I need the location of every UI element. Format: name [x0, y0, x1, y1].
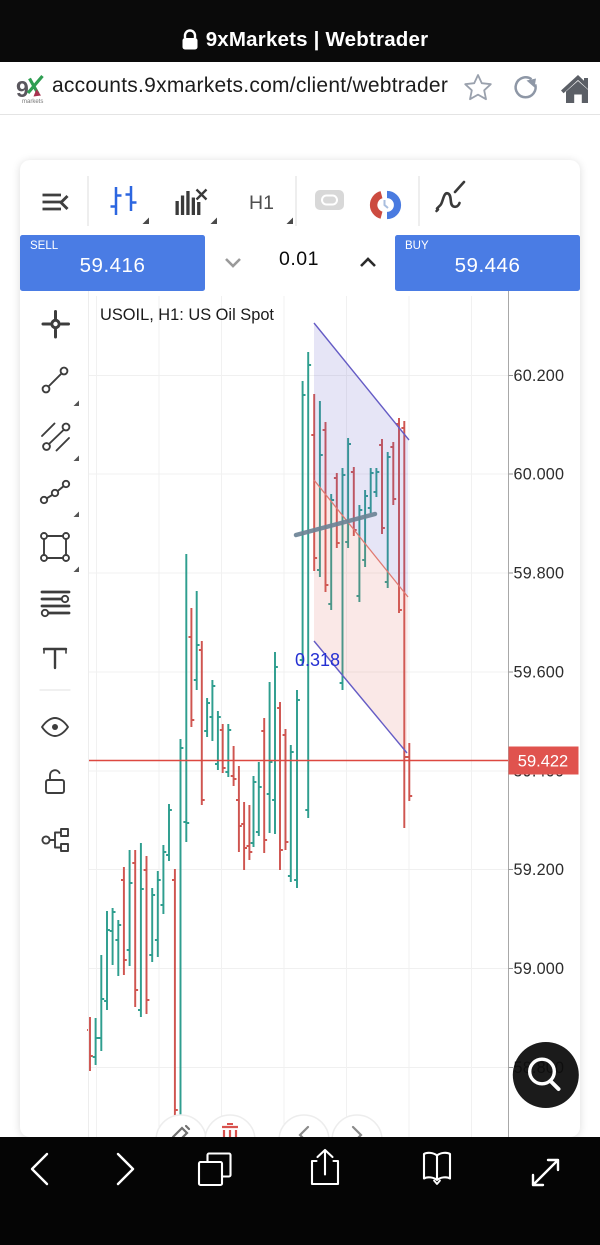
svg-text:0.318: 0.318: [295, 650, 340, 670]
svg-text:USOIL, H1: US Oil Spot: USOIL, H1: US Oil Spot: [100, 306, 274, 324]
svg-text:9: 9: [16, 76, 29, 102]
svg-text:markets: markets: [22, 99, 43, 105]
svg-text:59.200: 59.200: [514, 861, 565, 879]
svg-text:60.200: 60.200: [514, 367, 565, 385]
svg-text:H1: H1: [249, 192, 274, 214]
svg-text:59.000: 59.000: [514, 960, 565, 978]
svg-text:60.000: 60.000: [514, 466, 565, 484]
svg-text:59.422: 59.422: [518, 753, 568, 771]
svg-text:59.800: 59.800: [514, 565, 565, 583]
svg-text:59.600: 59.600: [514, 664, 565, 682]
